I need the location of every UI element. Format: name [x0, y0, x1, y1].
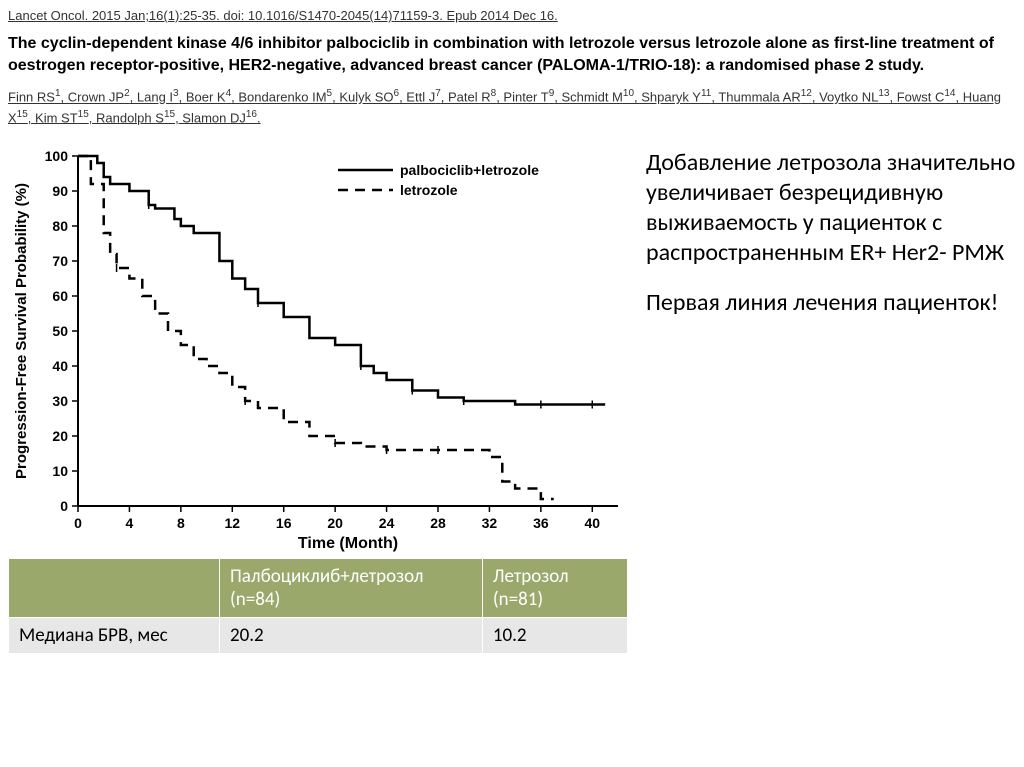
table-header-palbo: Палбоциклиб+летрозол (n=84) — [220, 558, 483, 617]
svg-text:40: 40 — [584, 515, 600, 531]
svg-text:12: 12 — [224, 515, 240, 531]
svg-text:Progression-Free Survival Prob: Progression-Free Survival Probability (%… — [13, 183, 30, 479]
table-val-palbo: 20.2 — [220, 617, 483, 653]
svg-text:36: 36 — [533, 515, 549, 531]
svg-text:16: 16 — [276, 515, 292, 531]
svg-text:letrozole: letrozole — [400, 182, 458, 198]
svg-text:70: 70 — [52, 253, 68, 269]
side-commentary-2: Первая линия лечения пациенток! — [646, 288, 1016, 318]
svg-text:40: 40 — [52, 358, 68, 374]
svg-text:8: 8 — [177, 515, 185, 531]
svg-text:80: 80 — [52, 218, 68, 234]
authors-list: Finn RS1, Crown JP2, Lang I3, Boer K4, B… — [8, 86, 1016, 128]
svg-text:32: 32 — [482, 515, 498, 531]
citation: Lancet Oncol. 2015 Jan;16(1):25-35. doi:… — [8, 8, 1016, 23]
svg-text:4: 4 — [126, 515, 134, 531]
svg-text:0: 0 — [74, 515, 82, 531]
table-header-letro: Летрозол (n=81) — [482, 558, 627, 617]
median-pfs-table: Палбоциклиб+летрозол (n=84) Летрозол (n=… — [8, 558, 628, 654]
svg-text:100: 100 — [45, 148, 69, 164]
table-val-letro: 10.2 — [482, 617, 627, 653]
svg-text:28: 28 — [430, 515, 446, 531]
table-header-blank — [9, 558, 220, 617]
svg-text:0: 0 — [60, 498, 68, 514]
survival-chart: 0 10 20 30 40 50 60 70 80 90 100 0 4 8 12 16 20 24 28 32 36 4… — [8, 144, 628, 554]
svg-text:90: 90 — [52, 183, 68, 199]
svg-text:palbociclib+letrozole: palbociclib+letrozole — [400, 162, 539, 178]
svg-text:30: 30 — [52, 393, 68, 409]
svg-text:60: 60 — [52, 288, 68, 304]
paper-title: The cyclin-dependent kinase 4/6 inhibito… — [8, 33, 1016, 76]
side-commentary-1: Добавление летрозола значительно увеличи… — [646, 148, 1016, 268]
svg-text:50: 50 — [52, 323, 68, 339]
table-row-label: Медиана БРВ, мес — [9, 617, 220, 653]
svg-text:20: 20 — [327, 515, 343, 531]
svg-text:20: 20 — [52, 428, 68, 444]
svg-text:24: 24 — [379, 515, 395, 531]
svg-text:Time (Month): Time (Month) — [298, 535, 398, 552]
svg-text:10: 10 — [52, 463, 68, 479]
